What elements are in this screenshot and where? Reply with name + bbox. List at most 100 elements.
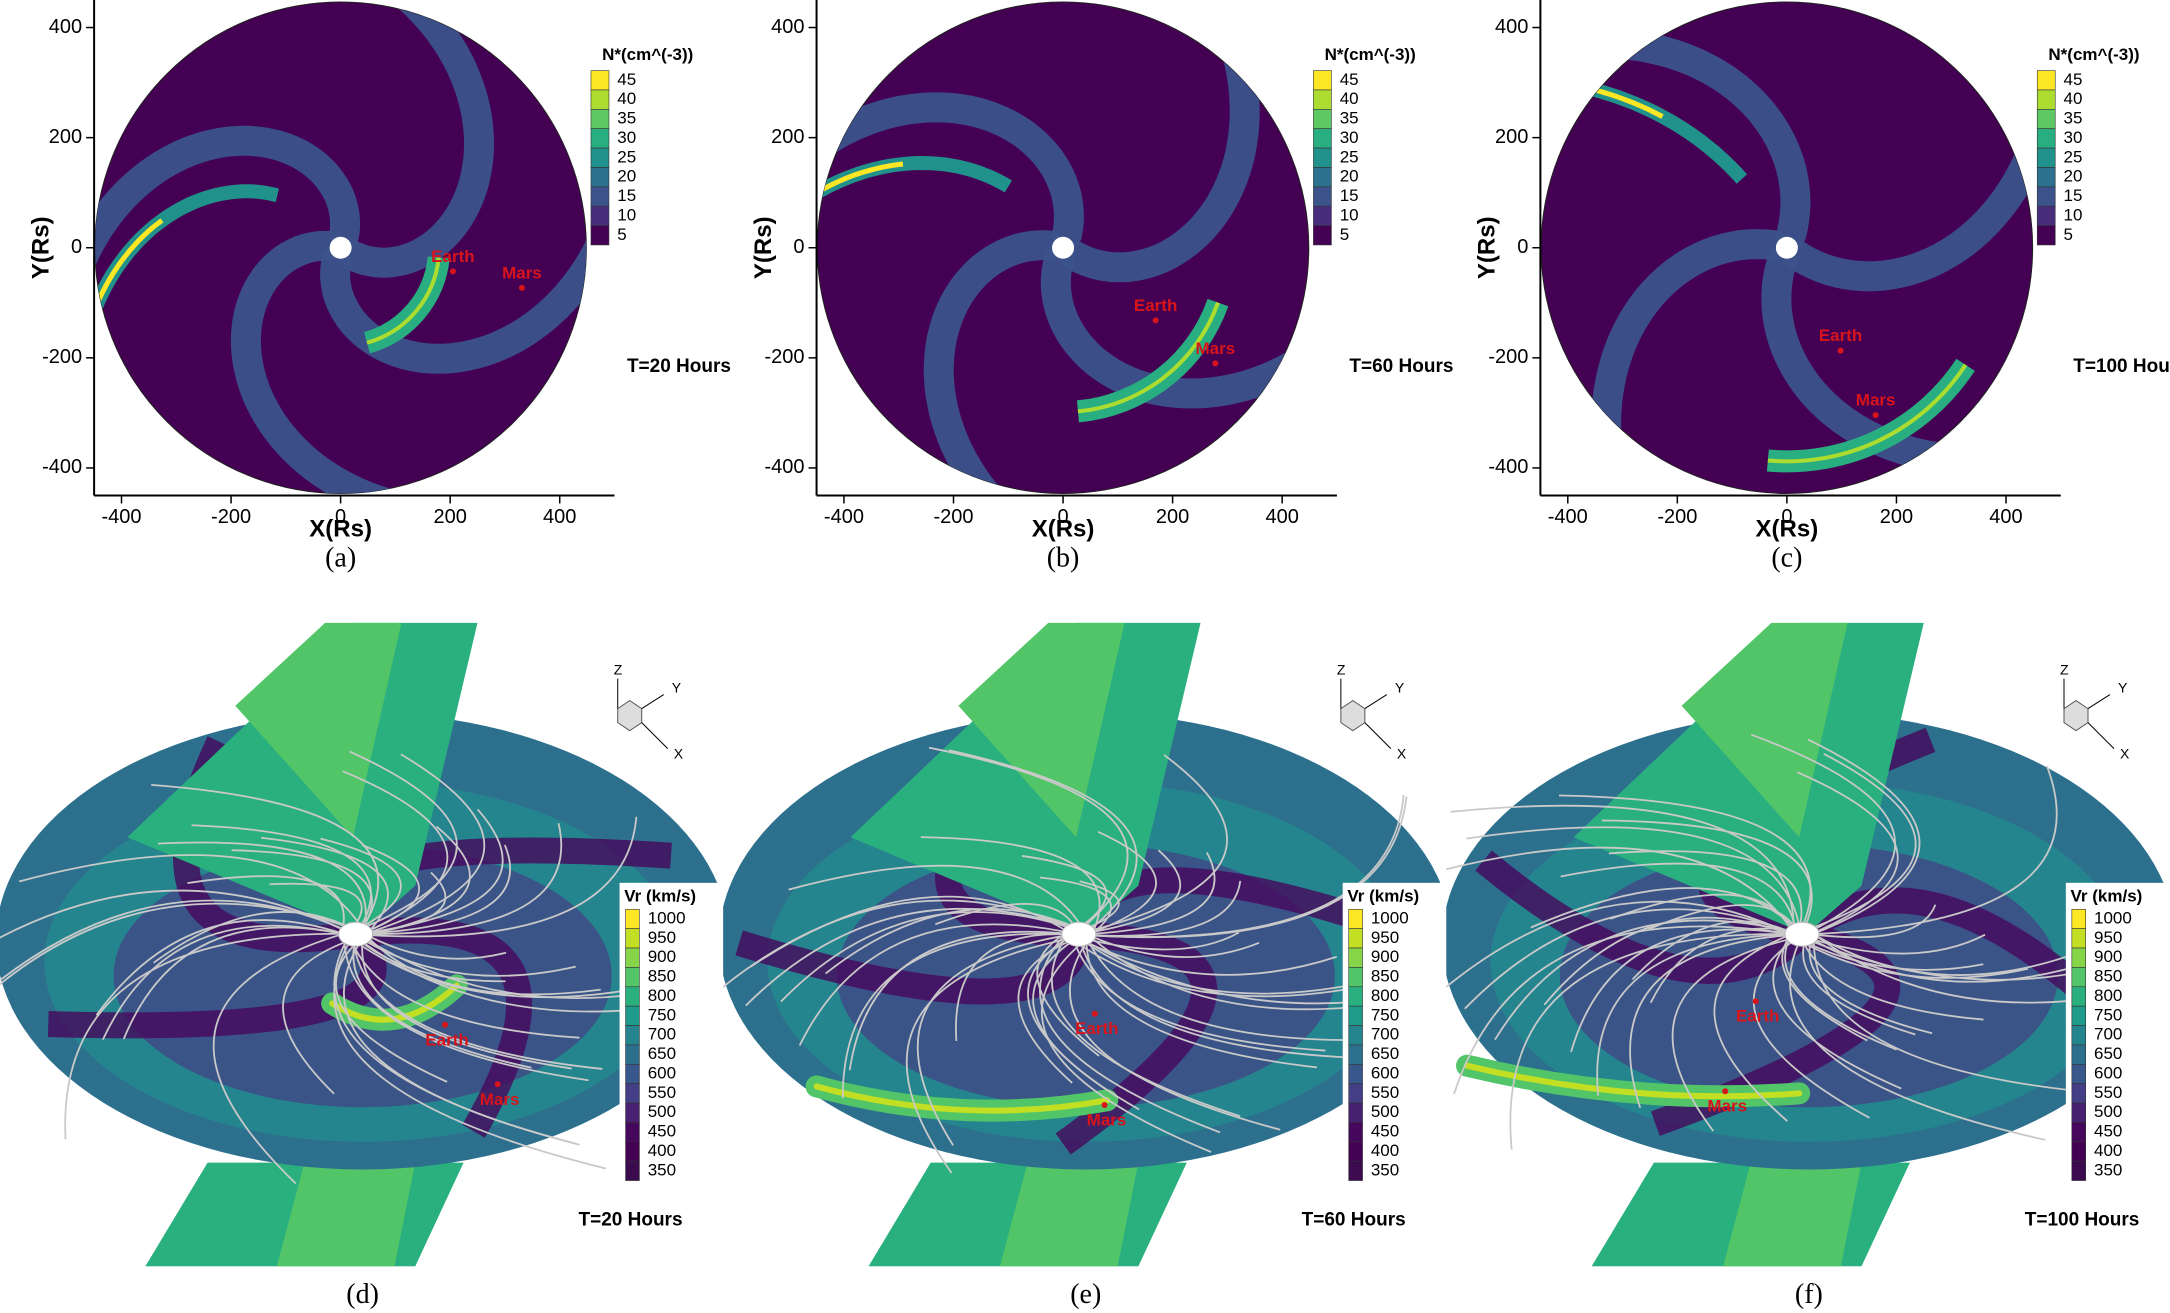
colorbar-label: 400 <box>1371 1141 1399 1160</box>
field-line <box>1039 933 1221 1134</box>
spiral-band <box>354 917 533 1138</box>
planet <box>1212 360 1219 367</box>
planet-label: Earth <box>1075 1019 1118 1038</box>
colorbar-box <box>2071 908 2086 929</box>
field-line <box>1086 852 1216 936</box>
triad-cube <box>617 700 643 732</box>
colorbar-label: 1000 <box>2094 908 2132 927</box>
triad-label: X <box>1397 745 1407 761</box>
colorbar-label: 25 <box>617 147 636 166</box>
spiral-arm <box>923 230 1065 494</box>
triad-axis <box>641 694 664 710</box>
spiral-arm <box>1591 229 1789 481</box>
panel: Z Y X Vr (km/s) 1000950900850800750700650600… <box>723 622 1457 1310</box>
field-line <box>1069 933 1281 1131</box>
sun <box>1052 236 1075 259</box>
colorbar-title: Vr (km/s) <box>2071 886 2143 905</box>
colorbar-label: 5 <box>2064 225 2073 244</box>
colorbar-box <box>590 128 610 149</box>
colorbar-label: 550 <box>648 1083 676 1102</box>
colorbar-label: 850 <box>2094 967 2122 986</box>
colorbar-label: 900 <box>648 947 676 966</box>
colorbar-box <box>1313 128 1332 149</box>
colorbar-title: N*(cm^(-3)) <box>1325 45 1416 64</box>
y-axis-label: Y(Rs) <box>1474 216 1501 279</box>
colorbar-label: 500 <box>2094 1102 2122 1121</box>
field-line <box>1789 933 2046 1141</box>
colorbar-box <box>625 928 640 949</box>
colorbar-label: 40 <box>2064 89 2083 108</box>
planet-label: Mars <box>1195 339 1235 358</box>
colorbar-label: 25 <box>2064 147 2083 166</box>
colorbar-box <box>1313 147 1332 168</box>
colorbar-label: 30 <box>1340 128 1359 147</box>
y-tick-label: 200 <box>49 126 82 148</box>
x-tick-label: -400 <box>101 506 141 528</box>
colorbar-label: 45 <box>1340 70 1359 89</box>
field-line <box>18 854 367 935</box>
y-tick-label: -200 <box>42 346 82 368</box>
field-line <box>1446 900 1792 989</box>
time-label: T=60 Hours <box>1349 356 1453 377</box>
colorbar-box <box>625 1005 640 1026</box>
contour-field <box>94 2 587 494</box>
colorbar-box <box>1313 186 1332 207</box>
field-line <box>366 822 563 936</box>
field-line <box>1810 904 1937 939</box>
planet <box>449 268 456 275</box>
y-tick-label: -400 <box>42 456 82 478</box>
x-tick-label: 200 <box>1156 506 1189 528</box>
colorbar-box <box>625 1160 640 1181</box>
spiral-arm <box>1761 245 1987 475</box>
field-line <box>347 933 580 1039</box>
field-line <box>353 816 638 938</box>
colorbar-box <box>2036 205 2056 226</box>
x-tick-label: 400 <box>543 506 576 528</box>
field-line <box>1808 933 1933 1035</box>
cme-upper-core <box>958 622 1125 838</box>
field-line <box>1560 862 1798 935</box>
field-line <box>1794 752 1917 936</box>
field-line <box>1799 933 1984 1021</box>
colorbar-label: 950 <box>648 928 676 947</box>
planet-label: Earth <box>431 247 474 266</box>
colorbar-box <box>1313 205 1332 226</box>
colorbar-label: 20 <box>617 167 636 186</box>
triad-axis <box>1364 694 1388 710</box>
field-line <box>364 933 601 996</box>
caption: (a) <box>325 542 356 573</box>
field-line <box>354 933 576 977</box>
colorbar-box <box>2036 225 2056 246</box>
colorbar-box <box>2071 928 2086 949</box>
triad-label: X <box>2120 745 2130 761</box>
colorbar-label: 750 <box>648 1005 676 1024</box>
y-axis-label: Y(Rs) <box>750 216 777 279</box>
colorbar-box <box>1348 986 1363 1007</box>
field-line <box>153 911 363 964</box>
field-line <box>1813 933 2079 976</box>
x-tick-label: 0 <box>1057 506 1068 528</box>
planet-dot <box>1752 998 1759 1005</box>
field-line <box>0 889 353 939</box>
field-line <box>365 933 507 960</box>
colorbar-label: 10 <box>2064 205 2083 224</box>
colorbar-title: N*(cm^(-3)) <box>602 45 693 64</box>
sun <box>329 236 352 259</box>
panel: -400 -200 0 200 400 -400 -200 0 200 400 X(Rs) Y(Rs)… <box>750 0 1453 573</box>
field-line <box>935 903 1080 935</box>
triad-label: Y <box>672 679 682 695</box>
field-line <box>1073 796 1408 939</box>
colorbar-box <box>2071 967 2086 988</box>
planet-label: Mars <box>1856 391 1896 410</box>
time-label: T=20 Hours <box>627 356 731 377</box>
colorbar-box <box>625 1102 640 1123</box>
planet-dot <box>442 1021 449 1028</box>
x-axis-label: X(Rs) <box>1756 515 1819 542</box>
colorbar-box <box>2071 1063 2086 1084</box>
x-tick-label: -400 <box>824 506 864 528</box>
cme-upper-core <box>235 622 402 838</box>
colorbar-box <box>1348 1141 1363 1162</box>
field-line <box>1466 826 1802 935</box>
field-line <box>1073 933 1371 995</box>
colorbar-label: 350 <box>648 1160 676 1179</box>
